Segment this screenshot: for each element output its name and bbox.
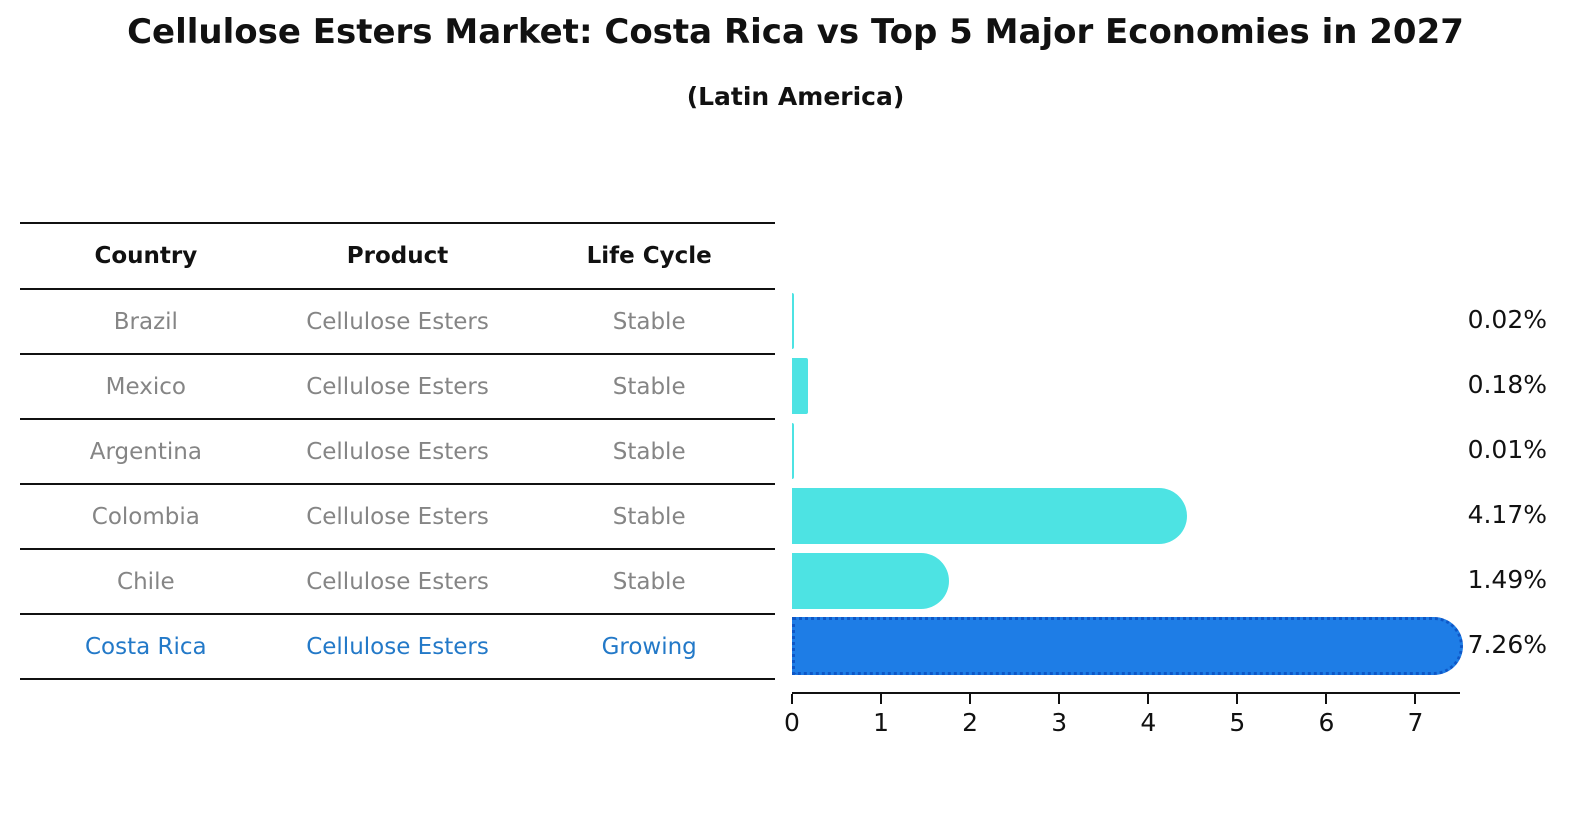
x-tick-mark [791,694,793,704]
product-cell: Cellulose Esters [306,633,489,660]
chart-title: Cellulose Esters Market: Costa Rica vs T… [127,12,1464,52]
table-row: Costa Rica Cellulose Esters Growing [20,615,775,680]
x-tick-mark [1414,694,1417,704]
product-cell: Cellulose Esters [306,373,489,400]
product-cell: Cellulose Esters [306,308,489,335]
value-label: 0.18% [1467,369,1547,399]
country-cell: Argentina [89,438,202,465]
x-tick-label: 2 [962,708,979,737]
x-tick-label: 3 [1051,708,1068,737]
x-tick-mark [880,694,883,704]
product-cell: Cellulose Esters [306,438,489,465]
x-tick-mark [1325,694,1328,704]
table-row: Mexico Cellulose Esters Stable [20,355,775,420]
column-header-product: Product [346,243,449,269]
lifecycle-cell: Stable [612,373,686,400]
x-tick-label: 5 [1229,708,1246,737]
table-header-row: Country Product Life Cycle [20,224,775,290]
lifecycle-cell: Stable [612,568,686,595]
bar-mexico [792,357,809,414]
value-label: 7.26% [1467,629,1547,659]
bar-colombia [792,487,1188,544]
lifecycle-cell: Growing [601,633,697,660]
bar-argentina [792,422,794,479]
country-cell: Colombia [91,503,200,530]
comparison-table: Country Product Life Cycle Brazil Cellulo… [20,222,775,680]
x-tick-label: 7 [1407,708,1424,737]
column-header-lifecycle: Life Cycle [586,243,712,269]
x-tick-mark [1236,694,1239,704]
product-cell: Cellulose Esters [306,503,489,530]
country-cell: Brazil [113,308,178,335]
country-cell: Mexico [105,373,186,400]
x-tick-label: 0 [784,708,800,737]
table-row: Brazil Cellulose Esters Stable [20,290,775,355]
x-tick-label: 4 [1140,708,1157,737]
lifecycle-cell: Stable [612,308,686,335]
table-row: Chile Cellulose Esters Stable [20,550,775,615]
table-body: Brazil Cellulose Esters Stable Mexico Cellul… [20,290,775,680]
country-cell: Costa Rica [85,633,207,660]
x-tick-mark [969,694,972,704]
x-tick-label: 6 [1318,708,1335,737]
value-label: 0.02% [1467,304,1547,334]
column-header-country: Country [94,243,198,269]
x-axis: 0 1 2 3 4 5 6 7 [784,692,1460,752]
x-tick-mark [1058,694,1061,704]
lifecycle-cell: Stable [612,438,686,465]
chart-subtitle: (Latin America) [686,82,905,111]
bar-highlight-costa-rica [792,616,1463,675]
bar-brazil [792,292,794,349]
x-tick-label: 1 [873,708,890,737]
table-row: Colombia Cellulose Esters Stable [20,485,775,550]
value-label: 0.01% [1467,434,1547,464]
product-cell: Cellulose Esters [306,568,489,595]
table-row: Argentina Cellulose Esters Stable [20,420,775,485]
bar-plot: 0 1 2 3 4 5 6 7 [784,222,1463,737]
value-label: 1.49% [1467,564,1547,594]
value-labels-container: 0.02% 0.18% 0.01% 4.17% 1.49% 7.26% [0,222,1547,692]
x-tick-mark [1147,694,1150,704]
value-label: 4.17% [1467,499,1547,529]
country-cell: Chile [117,568,175,595]
lifecycle-cell: Stable [612,503,686,530]
bar-chile [792,552,949,609]
